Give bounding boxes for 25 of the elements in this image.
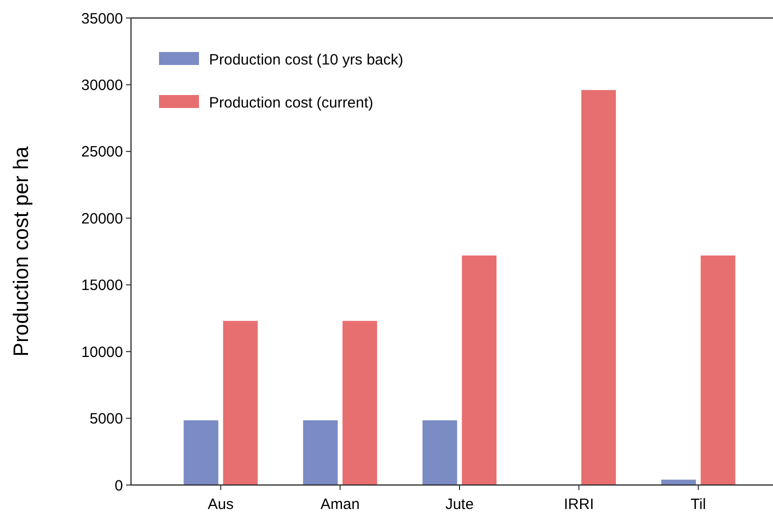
legend-label: Production cost (10 yrs back)	[209, 51, 404, 68]
y-tick-label: 35000	[81, 10, 123, 28]
x-tick-label: Aman	[320, 496, 360, 513]
y-tick-label: 0	[114, 477, 123, 494]
bar	[223, 320, 258, 485]
y-tick-label: 20000	[81, 210, 123, 228]
y-tick-label: 10000	[81, 344, 123, 361]
y-axis-title: Production cost per ha	[10, 146, 33, 357]
bar	[184, 420, 218, 485]
y-tick-label: 15000	[81, 277, 123, 294]
bar	[422, 420, 458, 485]
legend-label: Production cost (current)	[209, 94, 374, 112]
x-tick-label: Aus	[208, 496, 234, 513]
bar	[462, 256, 497, 485]
y-tick-label: 30000	[81, 76, 123, 94]
y-tick-label: 25000	[81, 144, 123, 161]
x-tick-label: Til	[690, 496, 706, 513]
x-tick-label: IRRI	[564, 496, 594, 513]
x-tick-label: Jute	[445, 496, 474, 513]
bar	[303, 420, 338, 485]
bar	[342, 320, 378, 485]
bar	[581, 90, 616, 485]
bar	[700, 256, 736, 485]
y-tick-label: 5000	[90, 410, 123, 428]
bar	[661, 480, 696, 485]
